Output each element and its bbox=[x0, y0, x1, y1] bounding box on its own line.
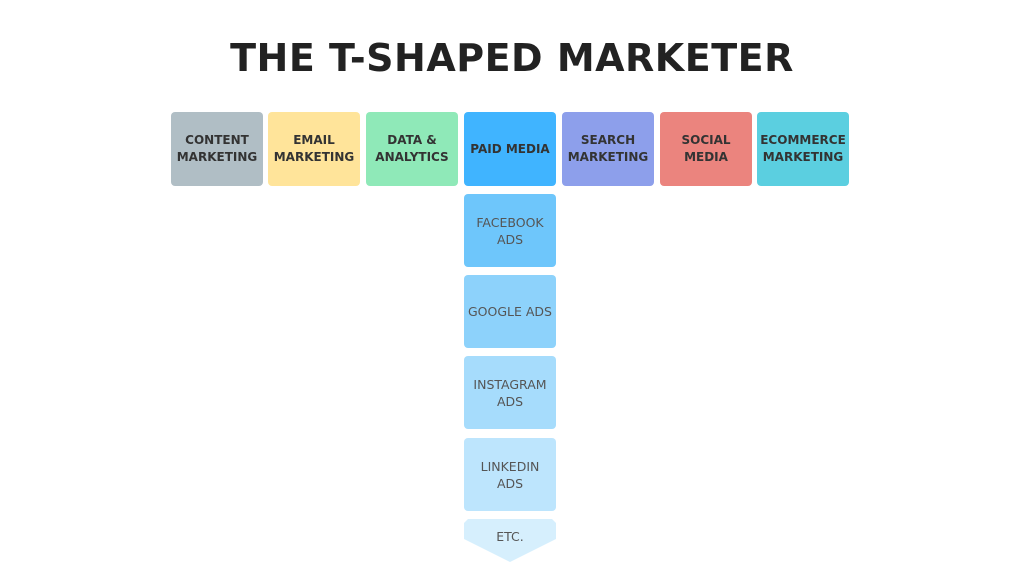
skill-box-social-media: SOCIAL MEDIA bbox=[660, 112, 752, 186]
skill-box-paid-media: PAID MEDIA bbox=[464, 112, 556, 186]
skill-box-search-marketing: SEARCH MARKETING bbox=[562, 112, 654, 186]
skill-box-content-marketing: CONTENT MARKETING bbox=[171, 112, 263, 186]
etc-arrow: ETC. bbox=[464, 519, 556, 562]
subskill-box-facebook-ads: FACEBOOK ADS bbox=[464, 194, 556, 267]
skill-box-ecommerce-marketing: ECOMMERCE MARKETING bbox=[757, 112, 849, 186]
subskill-box-instagram-ads: INSTAGRAM ADS bbox=[464, 356, 556, 429]
diagram-title: THE T-SHAPED MARKETER bbox=[230, 36, 794, 80]
skill-box-data-analytics: DATA & ANALYTICS bbox=[366, 112, 458, 186]
subskill-box-linkedin-ads: LINKEDIN ADS bbox=[464, 438, 556, 511]
arrow-down-shape bbox=[464, 519, 556, 562]
skill-box-email-marketing: EMAIL MARKETING bbox=[268, 112, 360, 186]
etc-label: ETC. bbox=[496, 529, 524, 544]
subskill-box-google-ads: GOOGLE ADS bbox=[464, 275, 556, 348]
